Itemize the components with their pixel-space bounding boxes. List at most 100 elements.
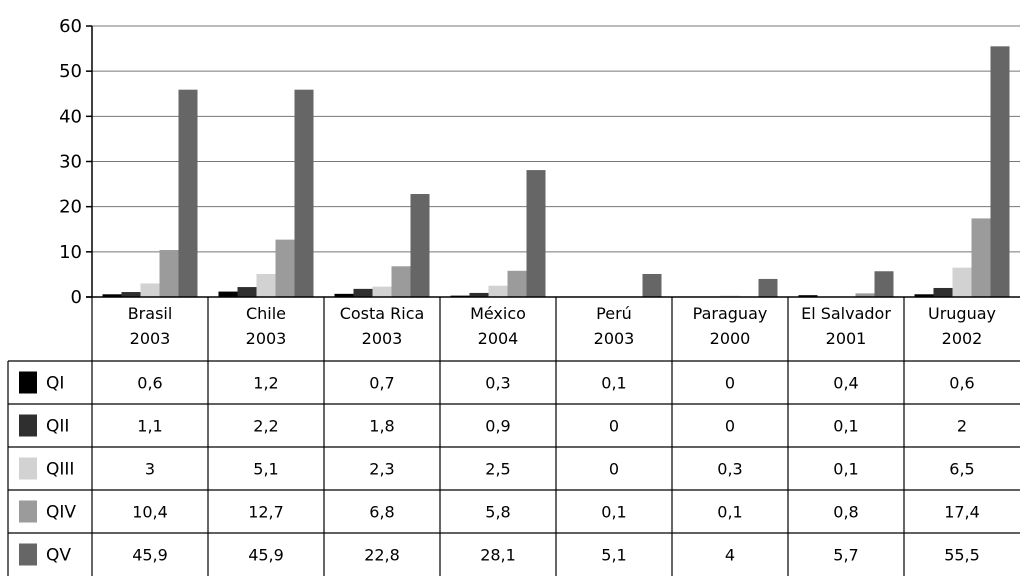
x-category-year: 2003	[362, 329, 403, 348]
x-category-label: Costa Rica	[340, 304, 425, 323]
data-cell-value: 0	[609, 460, 619, 479]
x-category-label: Paraguay	[693, 304, 768, 323]
data-cell-value: 5,8	[485, 503, 510, 522]
data-cell-value: 45,9	[248, 546, 284, 565]
bar-qv-6	[874, 271, 894, 297]
bar-qiii-2	[372, 286, 392, 297]
bar-qi-7	[914, 294, 934, 297]
data-cell-value: 2,2	[253, 417, 278, 436]
data-cell-value: 0,4	[833, 374, 858, 393]
bar-qv-1	[294, 89, 314, 297]
data-cell-value: 6,8	[369, 503, 394, 522]
data-cell-value: 0,6	[137, 374, 162, 393]
data-cell-value: 0,8	[833, 503, 858, 522]
bar-qv-3	[526, 170, 546, 297]
bar-qv-7	[990, 46, 1010, 298]
data-cell-value: 17,4	[944, 503, 980, 522]
data-cell-value: 5,1	[253, 460, 278, 479]
y-tick-label: 20	[59, 197, 82, 218]
y-tick-label: 40	[59, 106, 82, 127]
bar-qii-0	[121, 292, 141, 297]
legend-swatch-qii	[19, 414, 37, 437]
bar-qv-0	[178, 89, 198, 297]
x-category-label: El Salvador	[801, 304, 891, 323]
data-cell-value: 6,5	[949, 460, 974, 479]
x-category-label: Brasil	[128, 304, 173, 323]
data-cell-value: 5,7	[833, 546, 858, 565]
bar-qiv-2	[391, 266, 411, 297]
x-category-year: 2002	[942, 329, 983, 348]
bar-qi-2	[334, 293, 354, 297]
y-tick-label: 30	[59, 152, 82, 173]
x-category-year: 2000	[710, 329, 751, 348]
bar-qiii-1	[256, 273, 276, 297]
bar-qiv-3	[507, 270, 527, 297]
data-cell-value: 0,7	[369, 374, 394, 393]
y-tick-label: 0	[71, 287, 82, 308]
legend-swatch-qiv	[19, 500, 37, 523]
legend-label: QV	[46, 546, 71, 566]
bar-qi-0	[102, 294, 122, 297]
data-cell-value: 12,7	[248, 503, 284, 522]
y-tick-label: 50	[59, 61, 82, 82]
data-cell-value: 5,1	[601, 546, 626, 565]
x-category-label: Uruguay	[928, 304, 996, 323]
data-cell-value: 0,6	[949, 374, 974, 393]
data-cell-value: 1,2	[253, 374, 278, 393]
x-category-label: Perú	[596, 304, 632, 323]
data-cell-value: 0	[609, 417, 619, 436]
x-category-label: México	[470, 304, 526, 323]
bar-qv-5	[758, 278, 778, 297]
bar-qii-3	[469, 292, 489, 297]
data-cell-value: 3	[145, 460, 155, 479]
bar-qiv-0	[159, 250, 179, 297]
legend-label: QII	[46, 417, 69, 437]
legend-swatch-qiii	[19, 457, 37, 480]
x-category-year: 2001	[826, 329, 867, 348]
data-cell-value: 28,1	[480, 546, 516, 565]
data-cell-value: 0,1	[833, 417, 858, 436]
data-cell-value: 0	[725, 417, 735, 436]
data-cell-value: 0,3	[717, 460, 742, 479]
legend-label: QI	[46, 374, 64, 394]
legend-swatch-qv	[19, 543, 37, 566]
bar-qii-7	[933, 287, 953, 297]
data-cell-value: 1,8	[369, 417, 394, 436]
data-cell-value: 0,1	[601, 503, 626, 522]
data-cell-value: 10,4	[132, 503, 168, 522]
legend-label: QIV	[46, 503, 76, 523]
data-cell-value: 22,8	[364, 546, 400, 565]
data-cell-value: 0,1	[833, 460, 858, 479]
bar-qiii-0	[140, 283, 160, 297]
data-cell-value: 2,5	[485, 460, 510, 479]
data-cell-value: 45,9	[132, 546, 168, 565]
legend-label: QIII	[46, 460, 74, 480]
data-cell-value: 0	[725, 374, 735, 393]
y-tick-label: 10	[59, 242, 82, 263]
data-cell-value: 0,1	[717, 503, 742, 522]
data-cell-value: 0,9	[485, 417, 510, 436]
legend-swatch-qi	[19, 371, 37, 394]
data-cell-value: 1,1	[137, 417, 162, 436]
data-cell-value: 0,3	[485, 374, 510, 393]
bar-qiv-7	[971, 218, 991, 297]
bar-qiii-7	[952, 267, 972, 297]
y-tick-label: 60	[59, 16, 82, 37]
bar-qiii-3	[488, 285, 508, 297]
bar-qii-2	[353, 288, 373, 297]
bar-qii-1	[237, 287, 257, 297]
data-cell-value: 0,1	[601, 374, 626, 393]
bar-qiv-1	[275, 239, 295, 297]
bar-qiv-6	[855, 293, 875, 297]
bar-qv-4	[642, 273, 662, 297]
data-cell-value: 2	[957, 417, 967, 436]
x-category-year: 2003	[594, 329, 635, 348]
x-category-year: 2004	[478, 329, 519, 348]
data-cell-value: 55,5	[944, 546, 980, 565]
bar-qi-1	[218, 291, 238, 297]
x-category-year: 2003	[246, 329, 287, 348]
bar-qv-2	[410, 194, 430, 297]
data-cell-value: 4	[725, 546, 735, 565]
